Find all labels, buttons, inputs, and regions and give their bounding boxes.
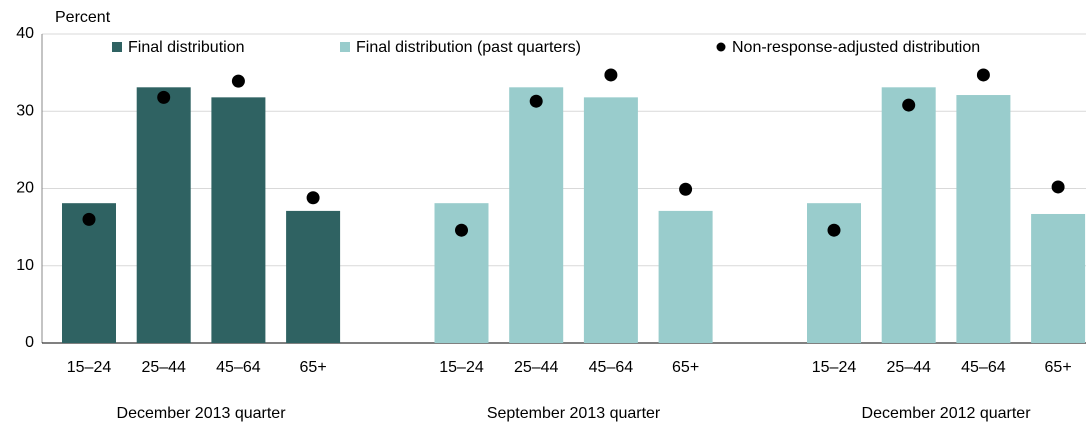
legend-label: Final distribution [128, 39, 245, 56]
x-tick-label: 25–44 [886, 359, 931, 376]
y-axis-label: Percent [55, 9, 111, 26]
x-tick-label: 65+ [1045, 359, 1072, 376]
legend-swatch [716, 42, 726, 52]
dot [604, 68, 618, 82]
bar [956, 95, 1011, 343]
dot [1051, 180, 1065, 194]
x-tick-label: 15–24 [439, 359, 484, 376]
dot [529, 94, 543, 108]
bar [881, 87, 936, 344]
dot [231, 74, 245, 88]
group-label: September 2013 quarter [487, 405, 661, 422]
x-tick-label: 45–64 [216, 359, 261, 376]
y-tick-label: 40 [16, 25, 34, 42]
dot [902, 98, 916, 112]
dot [157, 90, 171, 104]
bar [583, 97, 638, 343]
dot [455, 223, 468, 237]
y-tick-label: 10 [16, 257, 34, 274]
bar [286, 210, 341, 343]
bar [62, 203, 116, 343]
x-tick-label: 45–64 [589, 359, 634, 376]
legend-swatch [340, 42, 350, 52]
x-tick-label: 65+ [300, 359, 327, 376]
bar [1031, 213, 1086, 343]
x-tick-label: 15–24 [812, 359, 857, 376]
x-tick-label: 15–24 [67, 359, 112, 376]
dot [306, 191, 320, 205]
x-tick-label: 45–64 [961, 359, 1006, 376]
dot [82, 212, 96, 226]
group-label: December 2013 quarter [117, 405, 287, 422]
group-label: December 2012 quarter [862, 405, 1032, 422]
dot [679, 182, 693, 196]
bar [509, 87, 564, 344]
y-tick-label: 30 [16, 102, 34, 119]
bar [211, 97, 266, 343]
dot [976, 68, 990, 82]
y-tick-label: 0 [25, 334, 34, 351]
legend-label: Non-response-adjusted distribution [732, 39, 980, 56]
legend-label: Final distribution (past quarters) [356, 39, 581, 56]
dot [827, 223, 841, 237]
legend-swatch [112, 42, 122, 52]
x-tick-label: 65+ [672, 359, 699, 376]
x-tick-label: 25–44 [141, 359, 186, 376]
bar [136, 87, 191, 344]
y-tick-label: 20 [16, 180, 34, 197]
bar [658, 210, 713, 343]
x-tick-label: 25–44 [514, 359, 559, 376]
